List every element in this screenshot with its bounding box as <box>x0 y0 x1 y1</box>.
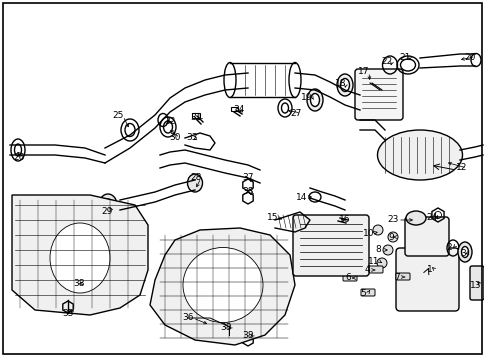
FancyBboxPatch shape <box>395 248 458 311</box>
Text: 12: 12 <box>455 164 467 172</box>
Ellipse shape <box>405 211 425 225</box>
Text: 16: 16 <box>338 215 350 223</box>
FancyBboxPatch shape <box>360 289 374 296</box>
Text: 13: 13 <box>469 281 481 290</box>
Text: 6: 6 <box>345 273 350 282</box>
Text: 38: 38 <box>220 322 231 332</box>
Text: 18: 18 <box>334 80 346 89</box>
FancyBboxPatch shape <box>368 266 382 273</box>
Text: 17: 17 <box>358 67 369 76</box>
Ellipse shape <box>336 74 352 96</box>
FancyBboxPatch shape <box>395 273 409 280</box>
FancyBboxPatch shape <box>342 274 356 281</box>
Circle shape <box>376 258 386 268</box>
Text: 19: 19 <box>301 92 312 101</box>
Text: 28: 28 <box>190 174 201 182</box>
Bar <box>334 215 340 219</box>
Polygon shape <box>150 228 294 345</box>
Ellipse shape <box>461 246 468 257</box>
Ellipse shape <box>457 242 471 262</box>
Text: 31: 31 <box>190 114 201 122</box>
Circle shape <box>382 245 392 255</box>
Ellipse shape <box>310 94 319 106</box>
Ellipse shape <box>50 223 110 293</box>
Text: 38: 38 <box>242 331 253 340</box>
Ellipse shape <box>470 54 480 66</box>
Ellipse shape <box>306 89 322 111</box>
Bar <box>230 107 238 111</box>
Text: 32: 32 <box>164 116 175 126</box>
Ellipse shape <box>182 247 262 322</box>
Text: 35: 35 <box>62 308 74 317</box>
Text: 11: 11 <box>367 256 379 266</box>
FancyBboxPatch shape <box>354 69 402 120</box>
Ellipse shape <box>288 62 301 97</box>
Text: 7: 7 <box>393 272 399 282</box>
Ellipse shape <box>224 62 236 97</box>
Text: 33: 33 <box>186 134 197 142</box>
Text: 20: 20 <box>463 52 475 61</box>
Polygon shape <box>12 195 148 315</box>
Ellipse shape <box>377 130 462 180</box>
Text: 25: 25 <box>112 111 123 121</box>
Text: 14: 14 <box>296 192 307 201</box>
Ellipse shape <box>340 79 349 91</box>
Text: 34: 34 <box>233 106 244 115</box>
Text: 10: 10 <box>363 228 374 237</box>
Text: 21: 21 <box>398 52 410 61</box>
Bar <box>192 113 199 118</box>
Text: 1: 1 <box>426 266 432 275</box>
Text: 26: 26 <box>13 154 25 162</box>
FancyBboxPatch shape <box>469 266 483 300</box>
Text: 9: 9 <box>387 232 393 241</box>
Text: 36: 36 <box>182 313 193 322</box>
Text: 15: 15 <box>267 213 278 222</box>
Text: 27: 27 <box>290 109 301 117</box>
Text: 8: 8 <box>374 246 380 255</box>
Text: 22: 22 <box>380 57 392 66</box>
Ellipse shape <box>187 174 202 192</box>
Text: 38: 38 <box>73 278 85 287</box>
Text: 3: 3 <box>459 248 465 257</box>
Text: 29: 29 <box>101 206 112 216</box>
FancyBboxPatch shape <box>292 215 368 276</box>
Text: 30: 30 <box>169 134 181 142</box>
Ellipse shape <box>103 199 112 211</box>
Circle shape <box>372 225 382 235</box>
FancyBboxPatch shape <box>404 217 448 256</box>
Text: 23: 23 <box>387 216 398 225</box>
Text: 38: 38 <box>242 187 253 196</box>
Circle shape <box>387 232 397 242</box>
Text: 2: 2 <box>445 242 451 251</box>
Text: 24: 24 <box>425 212 437 221</box>
Text: 4: 4 <box>363 266 369 275</box>
Text: 5: 5 <box>360 288 365 297</box>
Ellipse shape <box>99 194 117 216</box>
Text: 37: 37 <box>242 174 253 182</box>
